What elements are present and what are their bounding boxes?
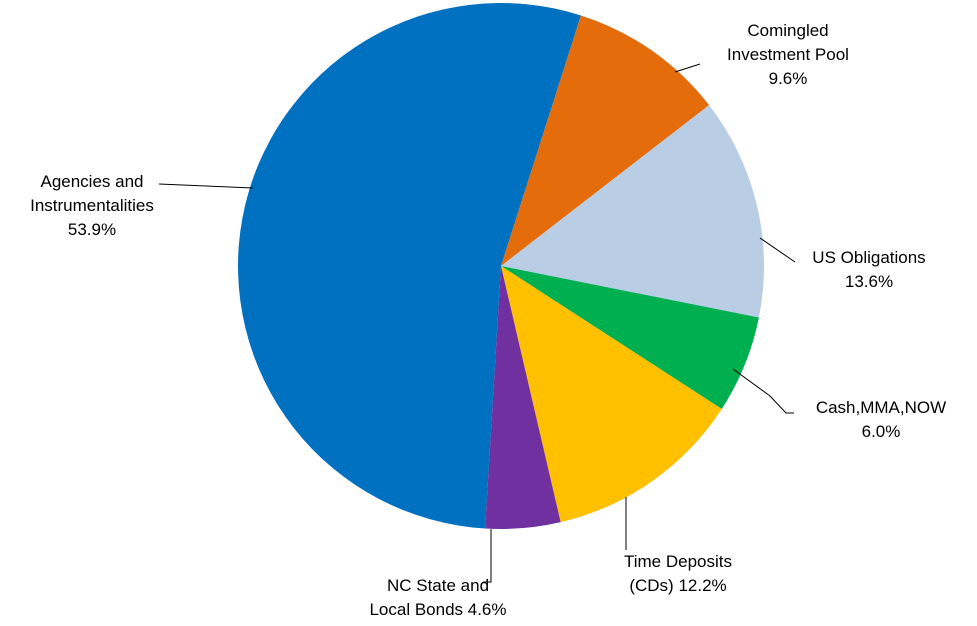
pie-slice-agencies-and-instrumentalities <box>237 2 581 529</box>
slice-label-line: 13.6% <box>845 272 893 291</box>
slice-label: NC State and Local Bonds 4.6% <box>369 576 506 619</box>
leader-line <box>759 237 796 263</box>
slice-label-line: Instrumentalities <box>30 196 154 215</box>
slice-label: Cash,MMA,NOW 6.0% <box>816 398 946 441</box>
slice-label-line: Comingled <box>747 21 828 40</box>
pie-slice-time-deposits-cds- <box>501 266 722 523</box>
leader-line <box>483 529 492 583</box>
pie-slice-comingled-investment-pool <box>501 15 710 267</box>
leader-line <box>732 368 794 414</box>
leader-line <box>674 63 701 73</box>
slice-label-line: 6.0% <box>862 422 901 441</box>
slice-label: US Obligations 13.6% <box>812 248 925 291</box>
pie-slice-nc-state-and-local-bonds <box>485 266 561 529</box>
pie-slice-us-obligations <box>501 105 764 318</box>
slice-label-line: 9.6% <box>769 69 808 88</box>
slice-label-line: Local Bonds 4.6% <box>369 600 506 619</box>
slice-label-line: US Obligations <box>812 248 925 267</box>
leader-line <box>158 183 254 189</box>
slice-label-line: Agencies and <box>40 172 143 191</box>
slice-label: Agencies and Instrumentalities 53.9% <box>30 172 154 239</box>
slice-label-line: (CDs) 12.2% <box>629 576 726 595</box>
slice-label-line: Investment Pool <box>727 45 849 64</box>
leader-lines <box>158 63 796 583</box>
pie-slice-cash-mma-now <box>501 266 759 409</box>
slice-label-line: Cash,MMA,NOW <box>816 398 946 417</box>
slice-label: Time Deposits (CDs) 12.2% <box>624 552 732 595</box>
slice-label-line: Time Deposits <box>624 552 732 571</box>
pie-slices <box>237 2 764 529</box>
slice-label-line: 53.9% <box>68 220 116 239</box>
slice-labels: Agencies and Instrumentalities 53.9% Coming… <box>30 21 946 619</box>
slice-label: Comingled Investment Pool 9.6% <box>727 21 849 88</box>
slice-label-line: NC State and <box>387 576 489 595</box>
